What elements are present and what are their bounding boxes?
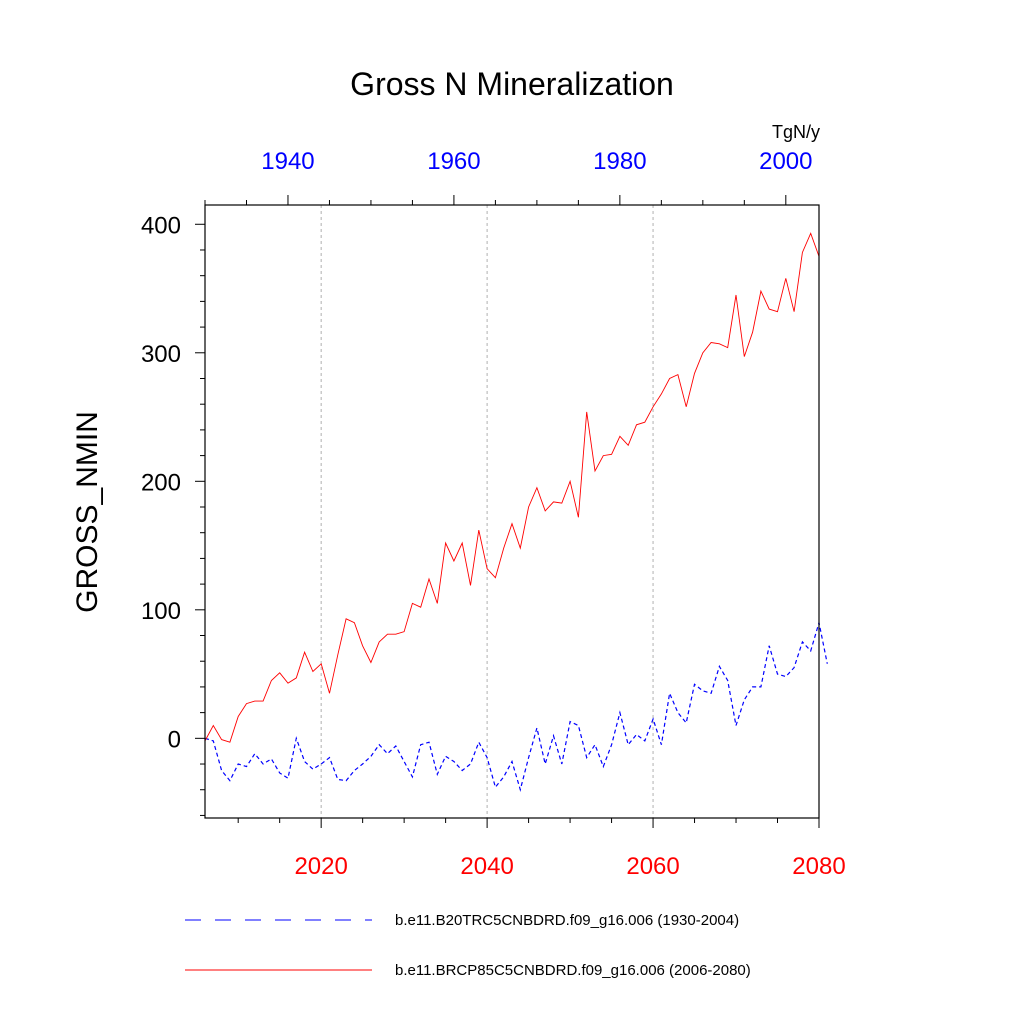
x-top-tick-label: 2000 xyxy=(759,148,812,175)
series-line-1 xyxy=(204,232,820,743)
y-tick-label: 100 xyxy=(141,598,181,625)
y-tick-label: 300 xyxy=(141,341,181,368)
y-tick-label: 400 xyxy=(141,212,181,239)
x-bottom-tick-label: 2060 xyxy=(626,853,679,880)
x-top-tick-label: 1940 xyxy=(261,148,314,175)
units-label: TgN/y xyxy=(771,122,820,142)
y-tick-label: 200 xyxy=(141,469,181,496)
legend-label-historical: b.e11.B20TRC5CNBDRD.f09_g16.006 (1930-20… xyxy=(395,912,740,929)
x-bottom-tick-label: 2040 xyxy=(460,853,513,880)
plot-frame xyxy=(204,204,820,819)
legend-label-rcp85: b.e11.BRCP85C5CNBDRD.f09_g16.006 (2006-2… xyxy=(395,962,751,979)
x-bottom-tick-label: 2080 xyxy=(792,853,845,880)
chart-title: Gross N Mineralization xyxy=(350,66,674,102)
y-tick-label: 0 xyxy=(168,726,181,753)
x-top-tick-label: 1980 xyxy=(593,148,646,175)
x-bottom-tick-label: 2020 xyxy=(294,853,347,880)
x-top-tick-label: 1960 xyxy=(427,148,480,175)
series-line-0 xyxy=(204,622,828,792)
